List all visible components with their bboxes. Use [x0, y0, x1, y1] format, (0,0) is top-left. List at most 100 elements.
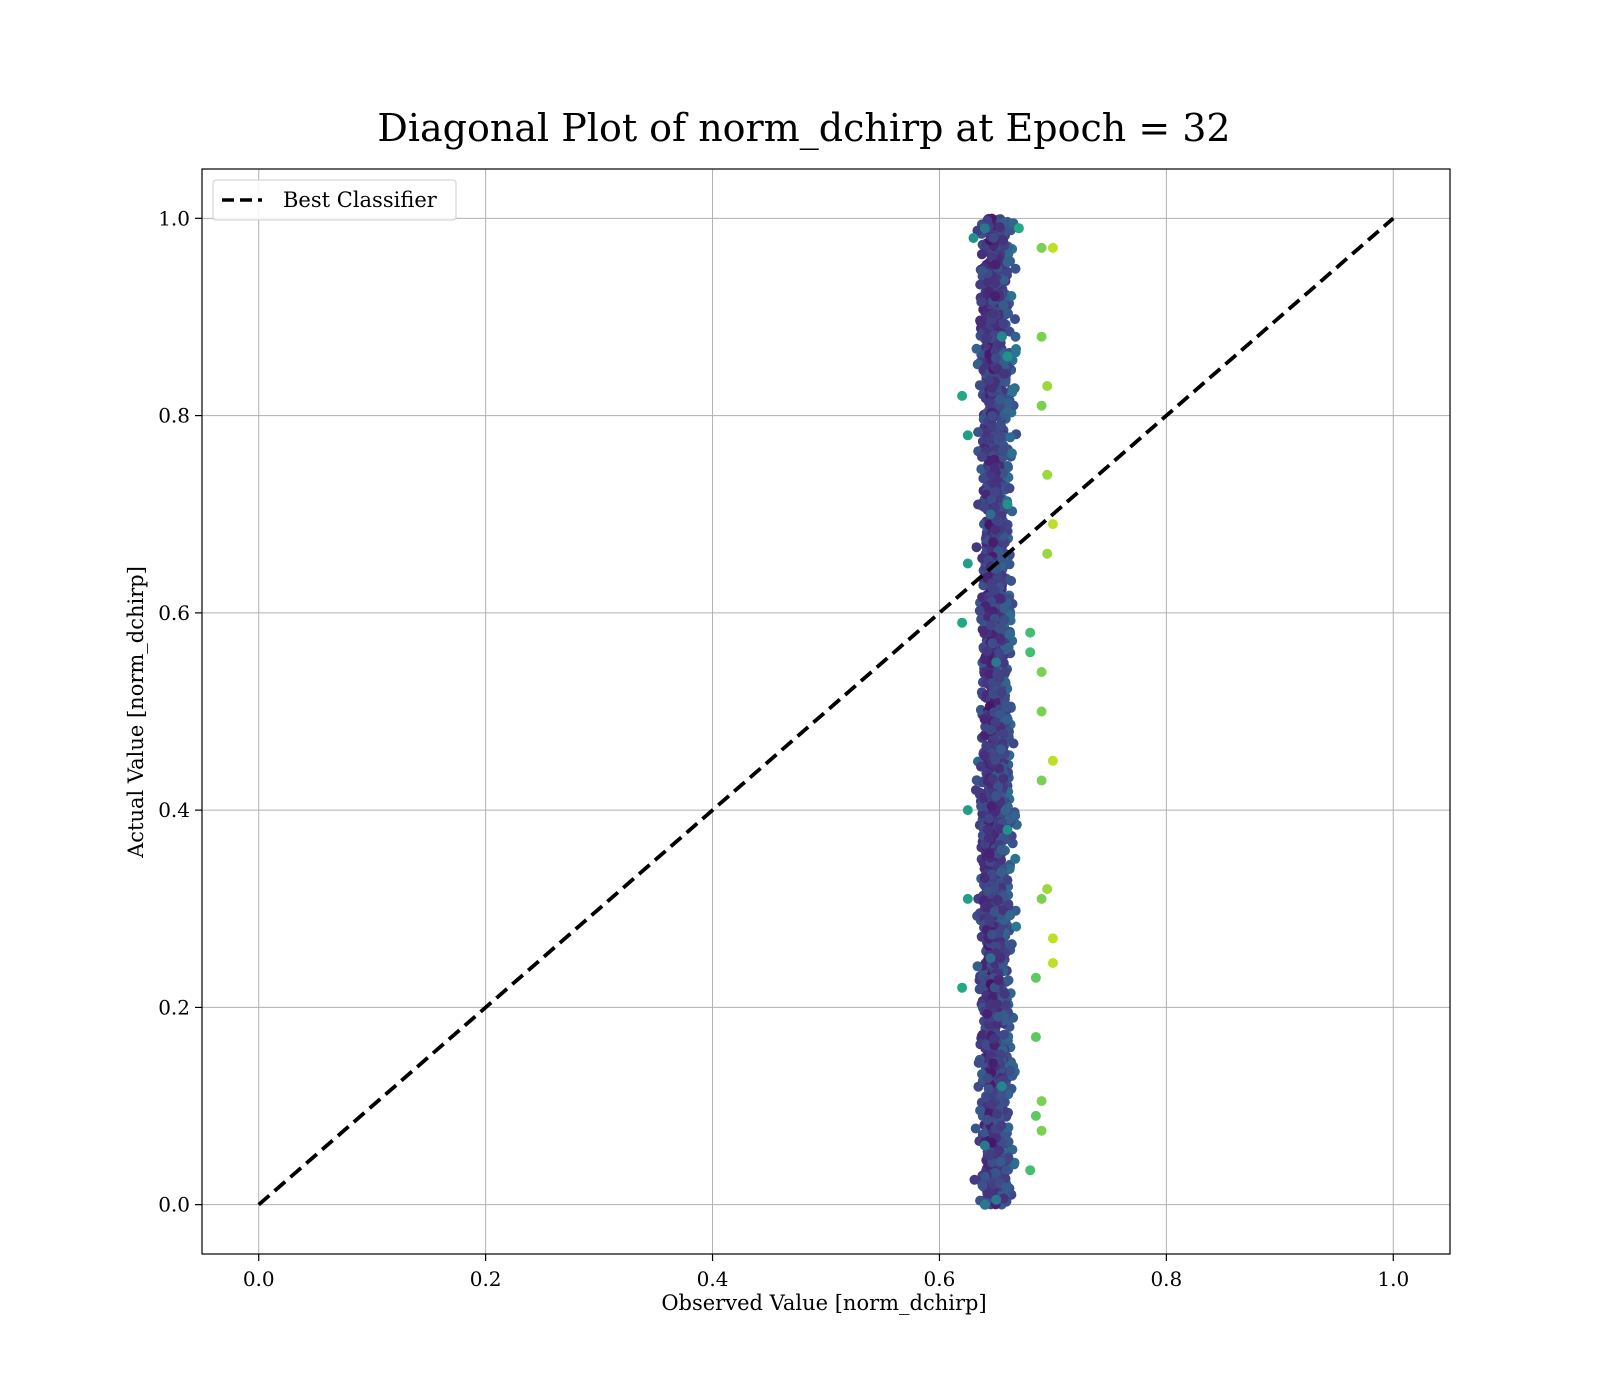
scatter-point — [998, 773, 1009, 784]
scatter-point — [1006, 575, 1017, 586]
scatter-point — [987, 1157, 998, 1168]
y-tick-label: 0.8 — [158, 404, 190, 428]
x-axis-label: Observed Value [norm_dchirp] — [661, 1291, 986, 1315]
scatter-point — [996, 432, 1007, 443]
scatter-point — [981, 332, 992, 343]
scatter-point — [984, 669, 995, 679]
scatter-point — [979, 1140, 990, 1151]
scatter-point — [957, 390, 968, 401]
scatter-point — [974, 605, 985, 616]
scatter-point — [987, 411, 998, 421]
scatter-point — [996, 867, 1007, 878]
scatter-point — [996, 1081, 1007, 1092]
scatter-point — [999, 614, 1010, 625]
scatter-point — [1005, 1065, 1016, 1076]
scatter-point — [998, 468, 1009, 479]
scatter-point — [996, 331, 1007, 342]
scatter-point — [982, 824, 993, 835]
scatter-point — [999, 603, 1010, 614]
scatter-point — [988, 232, 999, 243]
scatter-point — [1005, 432, 1016, 443]
scatter-points — [957, 213, 1058, 1210]
scatter-point — [962, 430, 973, 441]
scatter-point — [981, 1040, 992, 1051]
scatter-point — [970, 785, 981, 795]
scatter-point — [1010, 314, 1020, 325]
scatter-point — [991, 1194, 1002, 1205]
scatter-point — [1003, 1152, 1014, 1163]
scatter-point — [975, 315, 986, 326]
scatter-point — [990, 259, 1001, 270]
scatter-point — [994, 763, 1004, 774]
scatter-point — [995, 633, 1006, 644]
scatter-point — [977, 1180, 988, 1191]
x-axis-ticks: 0.0 0.2 0.4 0.6 0.8 1.0 — [243, 1254, 1409, 1291]
scatter-point — [1001, 1165, 1012, 1176]
scatter-point — [987, 929, 997, 940]
scatter-point — [995, 709, 1006, 720]
scatter-point — [979, 873, 990, 883]
scatter-point — [989, 982, 1000, 993]
scatter-point — [1013, 223, 1024, 234]
scatter-point — [990, 717, 1001, 728]
scatter-point — [978, 625, 989, 636]
scatter-point — [1004, 483, 1015, 494]
scatter-point — [1025, 647, 1036, 658]
scatter-point — [968, 233, 979, 243]
scatter-point — [983, 1083, 994, 1094]
scatter-point — [1030, 972, 1041, 983]
scatter-point — [1036, 706, 1047, 717]
y-tick-label: 0.0 — [158, 1193, 190, 1217]
best-classifier-series-line — [257, 216, 1395, 1207]
scatter-point — [1010, 853, 1021, 864]
scatter-point — [1042, 469, 1053, 480]
scatter-point — [984, 813, 994, 824]
scatter-point — [1002, 461, 1013, 471]
scatter-point — [985, 509, 996, 520]
scatter-point — [992, 999, 1003, 1010]
scatter-point — [980, 1171, 990, 1182]
scatter-point — [1006, 939, 1017, 950]
scatter-point — [983, 375, 994, 386]
scatter-point — [993, 1011, 1004, 1022]
scatter-point — [998, 235, 1009, 245]
scatter-point — [1036, 893, 1047, 904]
scatter-point — [990, 524, 1001, 535]
legend-entry-best-classifier: Best Classifier — [283, 188, 438, 212]
scatter-point — [987, 1099, 998, 1110]
scatter-point — [991, 791, 1002, 801]
scatter-point — [982, 1073, 993, 1084]
scatter-point — [995, 593, 1006, 604]
scatter-point — [1042, 884, 1053, 894]
scatter-point — [1002, 824, 1013, 835]
scatter-point — [988, 1058, 999, 1069]
scatter-point — [1010, 263, 1021, 274]
scatter-point — [1042, 548, 1053, 559]
scatter-point — [1005, 629, 1016, 639]
scatter-point — [1010, 331, 1021, 342]
scatter-point — [982, 1114, 993, 1125]
y-tick-label: 0.4 — [158, 798, 190, 822]
scatter-point — [975, 279, 986, 290]
scatter-point — [957, 617, 968, 628]
chart-title: Diagonal Plot of norm_dchirp at Epoch = … — [377, 106, 1230, 151]
scatter-point — [985, 724, 996, 735]
legend: Best Classifier — [212, 179, 457, 221]
scatter-point — [962, 558, 973, 569]
scatter-point — [989, 1033, 1000, 1044]
scatter-point — [987, 638, 998, 649]
scatter-point — [1047, 933, 1058, 944]
scatter-point — [986, 494, 997, 505]
scatter-point — [1036, 1125, 1047, 1136]
scatter-point — [1004, 559, 1015, 570]
y-tick-label: 1.0 — [158, 206, 190, 230]
scatter-point — [1047, 958, 1058, 968]
scatter-point — [984, 397, 994, 408]
scatter-point — [998, 300, 1009, 311]
scatter-point — [980, 1127, 991, 1138]
scatter-point — [980, 427, 991, 438]
scatter-point — [996, 686, 1007, 697]
x-tick-label: 1.0 — [1377, 1267, 1409, 1291]
scatter-point — [984, 915, 995, 926]
scatter-point — [984, 848, 995, 859]
